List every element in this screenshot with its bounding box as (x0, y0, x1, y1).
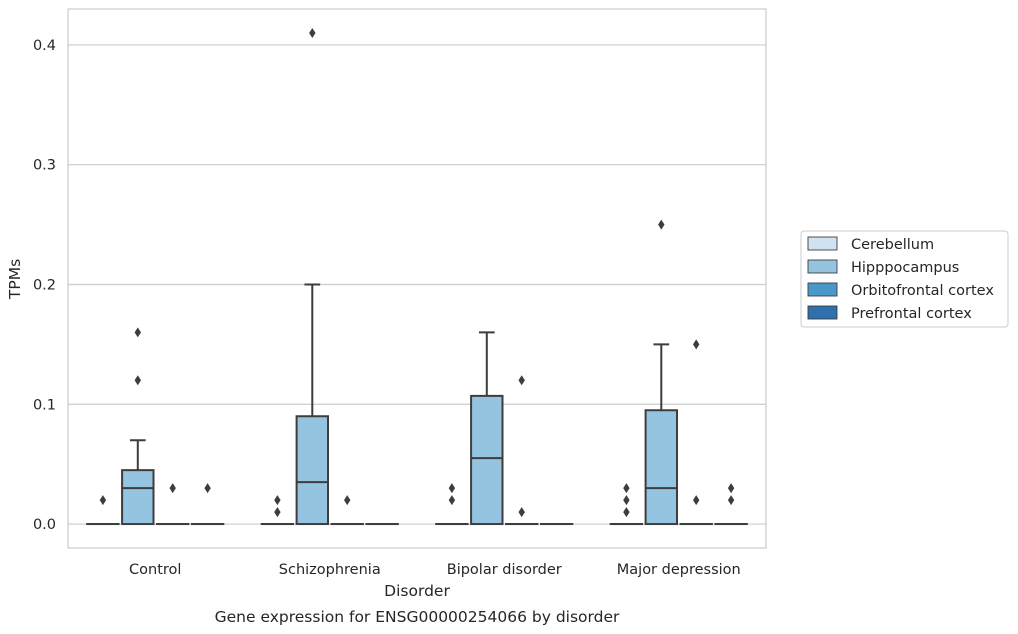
y-axis-ticks: 0.0 0.1 0.2 0.3 0.4 (33, 38, 56, 533)
outlier-point (134, 327, 141, 338)
box-group (679, 339, 713, 526)
box (121, 469, 155, 526)
y-tick-label: 0.2 (33, 277, 56, 293)
outlier-point (274, 507, 281, 518)
outlier-point (99, 495, 107, 506)
y-tick-label: 0.1 (33, 397, 56, 413)
box-group (190, 483, 225, 526)
outlier-point (309, 27, 316, 38)
x-tick-label: Bipolar disorder (447, 562, 562, 578)
outlier-point (134, 375, 141, 386)
outlier-point (448, 495, 456, 506)
x-tick-label: Control (129, 562, 181, 578)
box-plot-marks (86, 27, 748, 526)
box-group (435, 483, 469, 526)
y-axis-label: TPMs (6, 259, 24, 300)
outlier-point (448, 483, 456, 494)
box (644, 409, 679, 526)
outlier-point (518, 507, 525, 518)
x-tick-label: Major depression (617, 562, 741, 578)
legend-label: Cerebellum (851, 237, 934, 253)
outlier-point (727, 483, 735, 494)
outlier-point (518, 375, 525, 386)
x-axis-label: Disorder (384, 582, 450, 600)
box (470, 394, 504, 526)
box-group (121, 327, 155, 526)
outlier-point (693, 339, 700, 350)
box (295, 415, 330, 526)
y-tick-label: 0.3 (33, 158, 56, 174)
legend-label: Orbitofrontal cortex (851, 283, 994, 299)
box-group (714, 483, 748, 526)
outlier-point (727, 495, 735, 506)
legend-swatch (807, 259, 838, 274)
box-group (644, 219, 679, 526)
plot-area-frame (67, 8, 767, 549)
legend-swatch (807, 305, 838, 320)
box-group (609, 483, 644, 526)
x-tick-label: Schizophrenia (279, 562, 381, 578)
box-group (330, 495, 364, 526)
legend-label: Prefrontal cortex (851, 306, 972, 322)
y-tick-label: 0.0 (33, 517, 56, 533)
box-group (504, 375, 539, 526)
outlier-point (623, 495, 630, 506)
outlier-point (274, 495, 281, 506)
box-group (470, 331, 504, 526)
box-group (155, 483, 190, 526)
outlier-point (169, 483, 176, 494)
outlier-point (344, 495, 351, 506)
x-axis-ticks: Control Schizophrenia Bipolar disorder Majo… (129, 562, 741, 578)
legend-frame (800, 230, 1009, 328)
legend-swatch (807, 282, 838, 297)
outlier-point (693, 495, 700, 506)
legend-swatch (807, 236, 838, 251)
outlier-point (623, 507, 630, 518)
legend-label: Hipppocampus (851, 260, 959, 276)
outlier-point (623, 483, 630, 494)
box-group (86, 495, 120, 526)
y-tick-label: 0.4 (33, 38, 56, 54)
chart-caption: Gene expression for ENSG00000254066 by d… (215, 608, 620, 626)
legend: Cerebellum Hipppocampus Orbitofrontal cort… (800, 230, 1009, 328)
box-group (295, 27, 330, 526)
box-group (260, 495, 295, 526)
outlier-point (204, 483, 211, 494)
outlier-point (658, 219, 665, 230)
